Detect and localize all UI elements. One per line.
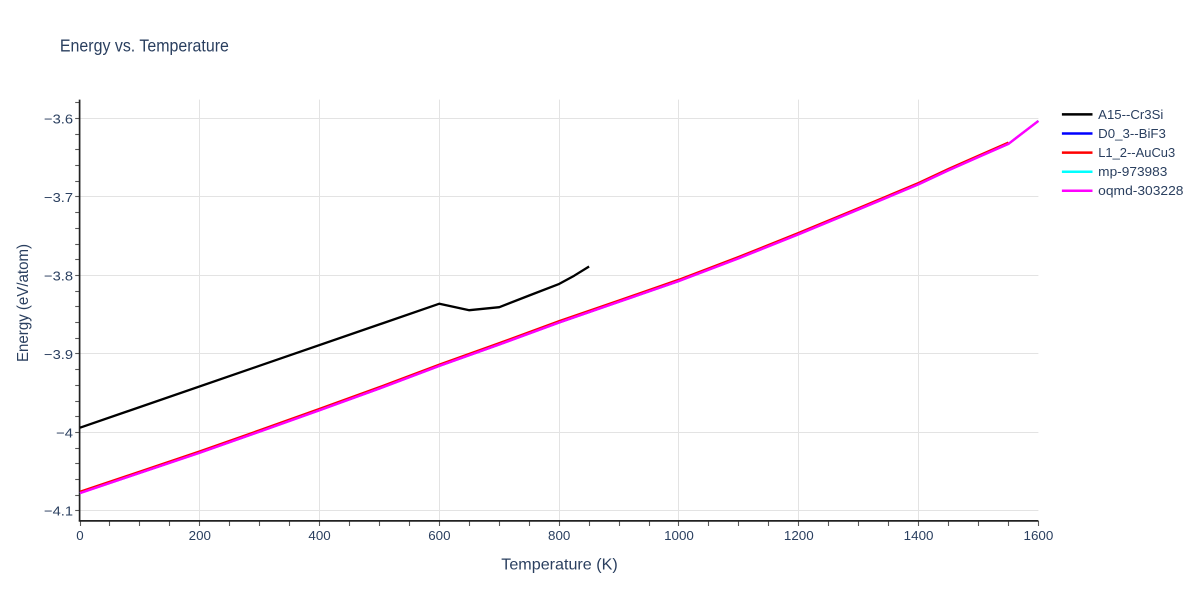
svg-text:oqmd-303228: oqmd-303228 — [1098, 183, 1183, 198]
svg-text:400: 400 — [308, 528, 330, 543]
svg-text:1000: 1000 — [664, 528, 694, 543]
svg-text:1600: 1600 — [1024, 528, 1054, 543]
svg-text:−4: −4 — [56, 425, 73, 440]
svg-text:600: 600 — [428, 528, 450, 543]
svg-text:−3.6: −3.6 — [44, 111, 73, 126]
svg-text:200: 200 — [189, 528, 211, 543]
svg-text:−3.7: −3.7 — [44, 190, 73, 205]
svg-text:0: 0 — [76, 528, 83, 543]
svg-text:L1_2--AuCu3: L1_2--AuCu3 — [1098, 145, 1175, 160]
svg-text:A15--Cr3Si: A15--Cr3Si — [1098, 107, 1163, 122]
svg-text:Temperature (K): Temperature (K) — [501, 556, 617, 573]
svg-text:mp-973983: mp-973983 — [1098, 164, 1167, 179]
svg-text:Energy (eV/atom): Energy (eV/atom) — [15, 244, 32, 362]
svg-text:800: 800 — [548, 528, 570, 543]
svg-text:−3.9: −3.9 — [44, 347, 73, 362]
svg-text:−4.1: −4.1 — [44, 504, 73, 519]
svg-text:D0_3--BiF3: D0_3--BiF3 — [1098, 126, 1166, 141]
svg-text:−3.8: −3.8 — [44, 268, 73, 283]
svg-text:1200: 1200 — [784, 528, 814, 543]
svg-text:Energy vs. Temperature: Energy vs. Temperature — [60, 35, 229, 55]
svg-text:1400: 1400 — [904, 528, 934, 543]
